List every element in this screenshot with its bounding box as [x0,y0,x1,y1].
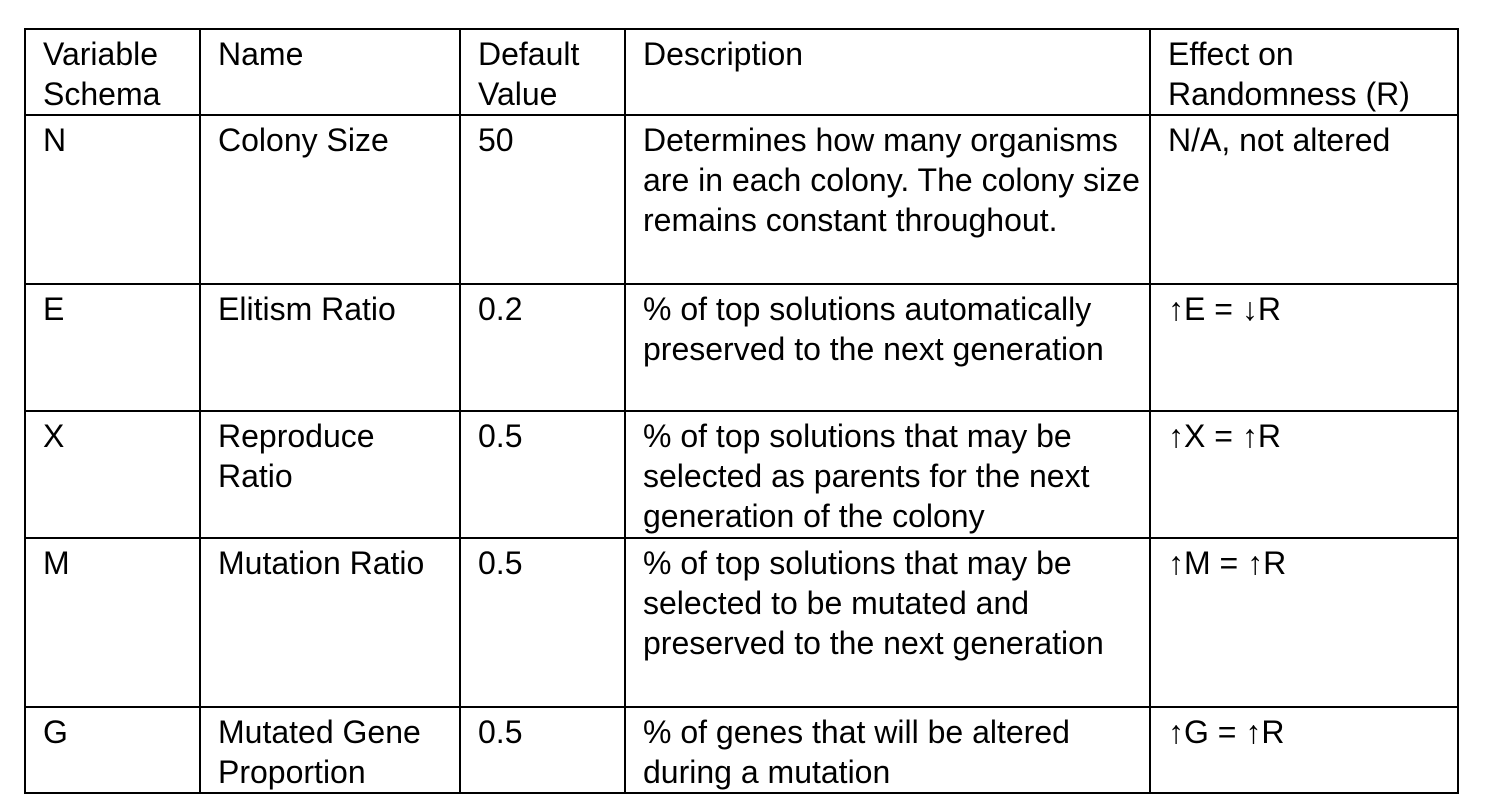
cell-description: % of top solutions automatically preserv… [624,283,1151,412]
header-effect-on-randomness: Effect on Randomness (R) [1149,28,1459,116]
cell-variable: G [24,706,201,794]
cell-effect: N/A, not altered [1149,114,1459,285]
cell-default-value: 50 [459,114,626,285]
cell-description: Determines how many organisms are in eac… [624,114,1151,285]
table-row: X Reproduce Ratio 0.5 % of top solutions… [24,410,1459,539]
cell-name: Mutation Ratio [199,537,461,708]
table-row: M Mutation Ratio 0.5 % of top solutions … [24,537,1459,708]
cell-description: % of top solutions that may be selected … [624,410,1151,539]
cell-default-value: 0.5 [459,537,626,708]
table-row: E Elitism Ratio 0.2 % of top solutions a… [24,283,1459,412]
cell-default-value: 0.5 [459,706,626,794]
header-name: Name [199,28,461,116]
cell-effect: ↑G = ↑R [1149,706,1459,794]
cell-default-value: 0.2 [459,283,626,412]
cell-variable: N [24,114,201,285]
cell-name: Mutated Gene Proportion [199,706,461,794]
cell-name: Elitism Ratio [199,283,461,412]
cell-name: Reproduce Ratio [199,410,461,539]
cell-description: % of top solutions that may be selected … [624,537,1151,708]
parameter-table: Variable Schema Name Default Value Descr… [24,28,1459,794]
cell-effect: ↑M = ↑R [1149,537,1459,708]
table-row: N Colony Size 50 Determines how many org… [24,114,1459,285]
cell-default-value: 0.5 [459,410,626,539]
cell-effect: ↑X = ↑R [1149,410,1459,539]
cell-variable: M [24,537,201,708]
header-default-value: Default Value [459,28,626,116]
cell-effect: ↑E = ↓R [1149,283,1459,412]
cell-variable: X [24,410,201,539]
cell-variable: E [24,283,201,412]
cell-description: % of genes that will be altered during a… [624,706,1151,794]
table-row: G Mutated Gene Proportion 0.5 % of genes… [24,706,1459,794]
table-header-row: Variable Schema Name Default Value Descr… [24,28,1459,116]
header-description: Description [624,28,1151,116]
cell-name: Colony Size [199,114,461,285]
header-variable-schema: Variable Schema [24,28,201,116]
